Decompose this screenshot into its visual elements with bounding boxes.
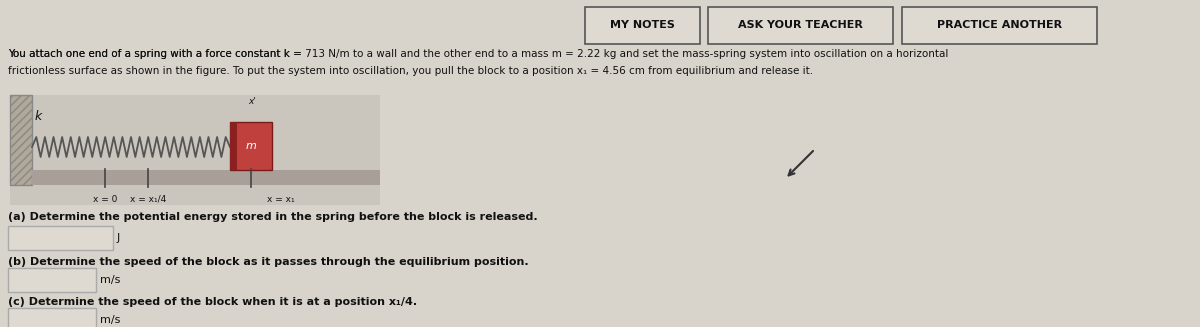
Text: (c) Determine the speed of the block when it is at a position x₁/4.: (c) Determine the speed of the block whe… (8, 297, 418, 307)
Text: You attach one end of a spring with a force constant k =: You attach one end of a spring with a fo… (8, 49, 305, 59)
Bar (8, 226, 113, 250)
Text: m: m (246, 141, 257, 151)
Bar (230, 122, 238, 170)
Text: x = x₁: x = x₁ (268, 195, 295, 203)
Bar (10, 95, 32, 185)
Text: MY NOTES: MY NOTES (610, 21, 674, 30)
Text: m/s: m/s (100, 315, 120, 325)
Text: frictionless surface as shown in the figure. To put the system into oscillation,: frictionless surface as shown in the fig… (8, 66, 814, 76)
Bar (10, 95, 380, 205)
Bar (230, 122, 272, 170)
Bar (8, 268, 96, 292)
Text: x = 0: x = 0 (92, 195, 118, 203)
FancyBboxPatch shape (708, 7, 893, 44)
Text: ASK YOUR TEACHER: ASK YOUR TEACHER (738, 21, 863, 30)
Text: (a) Determine the potential energy stored in the spring before the block is rele: (a) Determine the potential energy store… (8, 212, 538, 222)
FancyBboxPatch shape (586, 7, 700, 44)
Text: J: J (118, 233, 120, 243)
Text: x': x' (248, 97, 256, 107)
Text: x = x₁/4: x = x₁/4 (130, 195, 166, 203)
Text: k: k (35, 111, 42, 124)
Bar (8, 308, 96, 327)
FancyBboxPatch shape (902, 7, 1097, 44)
Text: You attach one end of a spring with a force constant k = 713 N/m to a wall and t: You attach one end of a spring with a fo… (8, 49, 948, 59)
Text: PRACTICE ANOTHER: PRACTICE ANOTHER (937, 21, 1062, 30)
Text: (b) Determine the speed of the block as it passes through the equilibrium positi: (b) Determine the speed of the block as … (8, 257, 529, 267)
Bar (32, 170, 380, 185)
Text: m/s: m/s (100, 275, 120, 285)
